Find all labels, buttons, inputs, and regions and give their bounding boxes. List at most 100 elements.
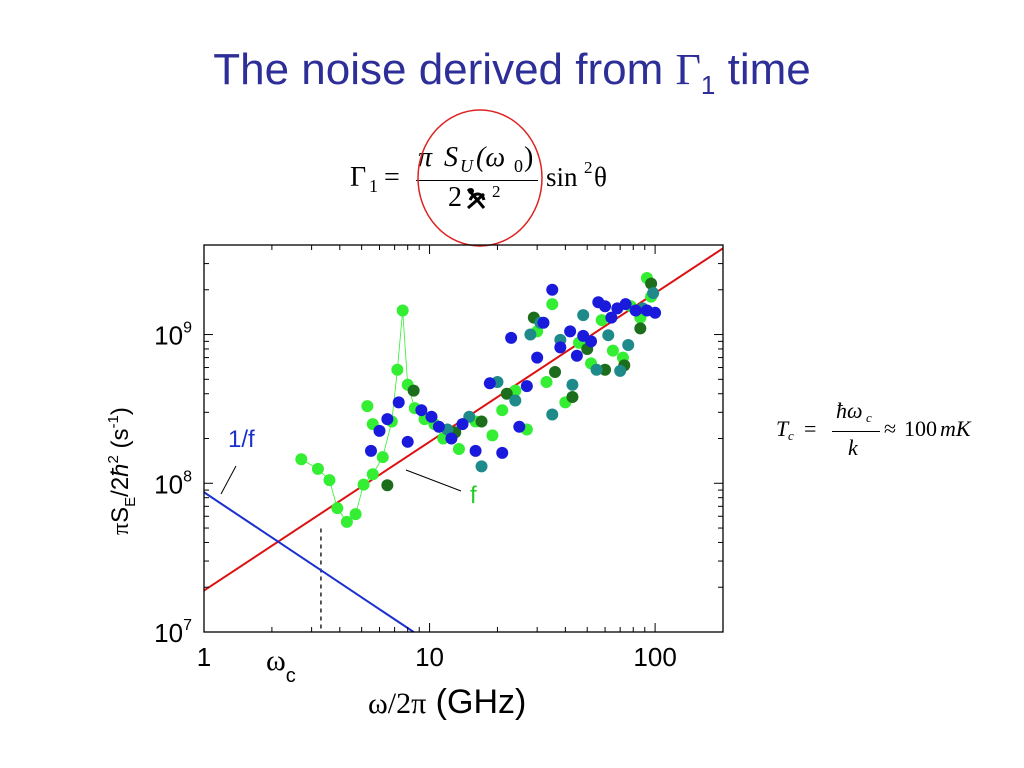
point-blue (585, 335, 598, 348)
tc-value: 100 (904, 416, 937, 441)
x-axis-unit: (GHz) (426, 683, 526, 721)
point-light_green (295, 453, 308, 466)
point-teal (566, 378, 579, 391)
point-blue (496, 446, 509, 459)
omega-c-sub: c (286, 665, 296, 687)
point-dark_green (549, 365, 562, 378)
point-blue (469, 444, 482, 457)
y-axis-unit-exp: -1 (105, 415, 122, 428)
y-tick-label: 108 (154, 468, 192, 499)
point-teal (622, 339, 635, 352)
point-blue (520, 380, 533, 393)
point-blue (649, 306, 662, 319)
point-teal (475, 460, 488, 473)
formula-num-arg: (ω (476, 142, 506, 173)
formula-equals: = (384, 162, 400, 193)
point-light_green (366, 468, 379, 481)
x-axis-label: ω/2π (GHz) (368, 683, 526, 721)
one-over-f-label: 1/f (228, 426, 255, 453)
formula-trail-exp: 2 (584, 158, 593, 177)
point-teal (602, 329, 615, 342)
point-teal (647, 287, 660, 300)
point-light_green (546, 298, 559, 311)
x-tick-label: 10 (415, 642, 444, 672)
point-blue (505, 331, 518, 344)
formula-den-2: 2 (448, 182, 462, 213)
formula-lhs: Γ (350, 162, 367, 193)
point-teal (509, 394, 522, 407)
y-tick-base: 10 (154, 321, 183, 351)
formula-trail: sin (546, 162, 578, 192)
y-axis-close: ) (107, 407, 134, 415)
tc-unit: mK (940, 416, 971, 441)
point-teal (590, 363, 603, 376)
point-light_green (340, 515, 353, 528)
x-tick-label: 1 (197, 642, 211, 672)
formula-num-arg-sub: 0 (514, 156, 523, 176)
formula-num-s: S (444, 142, 458, 173)
point-blue (605, 311, 618, 324)
point-light_green (606, 344, 619, 357)
one-over-f-line (204, 491, 415, 632)
formula-num-pi: π (418, 142, 433, 173)
formula-highlight-circle (417, 109, 543, 247)
y-tick-exp: 7 (183, 617, 192, 634)
tc-equals: = (804, 416, 817, 441)
formula-trail-theta: θ (594, 162, 607, 192)
point-light_green (540, 375, 553, 388)
point-blue (381, 413, 394, 426)
tc-approx: ≈ (884, 416, 897, 441)
point-blue (445, 432, 458, 445)
point-blue (554, 341, 567, 354)
formula-lhs-sub: 1 (369, 176, 378, 196)
point-blue (513, 420, 526, 433)
title-gamma: Γ (675, 45, 701, 94)
point-teal (524, 328, 537, 341)
y-tick-label: 107 (154, 617, 192, 648)
tc-num-sub: c (866, 410, 872, 425)
formula-den-exp: 2 (492, 182, 501, 201)
formula-num-close: ) (524, 142, 534, 173)
y-axis-hbar: ħ (107, 463, 134, 476)
point-dark_green (645, 277, 658, 290)
y-tick-base: 10 (154, 469, 183, 499)
point-blue (564, 325, 577, 338)
gamma1-formula: Γ 1 = π S U (ω 0 ) 2 2 sin 2 θ (340, 130, 640, 220)
point-blue (373, 424, 386, 437)
point-light_green (595, 314, 608, 327)
point-light_green (349, 508, 362, 521)
fit-line-pointer (405, 469, 462, 492)
y-tick-exp: 9 (183, 320, 192, 337)
point-light_green (361, 400, 374, 413)
point-light_green (311, 462, 324, 475)
point-light_green (331, 502, 344, 515)
point-blue (456, 418, 469, 431)
point-dark_green (634, 322, 647, 335)
point-blue (415, 404, 428, 417)
formula-fraction-bar (416, 180, 538, 181)
x-tick-label: 100 (633, 642, 676, 672)
tc-den: k (848, 435, 858, 460)
point-blue (629, 304, 642, 317)
y-axis-unit: (s (107, 428, 134, 455)
title-gamma-subscript: 1 (700, 69, 716, 100)
y-axis-sup: 2 (105, 455, 122, 463)
point-blue (401, 435, 414, 448)
point-dark_green (500, 387, 513, 400)
tc-fraction-bar (832, 431, 880, 432)
point-light_green (452, 442, 465, 455)
y-axis-sub: E (122, 497, 139, 507)
point-blue (364, 444, 377, 457)
point-light_green (486, 429, 499, 442)
y-tick-exp: 8 (183, 468, 192, 485)
point-blue (432, 420, 445, 433)
point-blue (619, 298, 632, 311)
point-dark_green (599, 363, 612, 376)
point-light_green (391, 363, 404, 376)
fit-line-label: f (470, 482, 477, 509)
tc-lhs-sub: c (788, 428, 794, 443)
point-blue (599, 300, 612, 313)
omega-c-label: ωc (266, 644, 296, 687)
point-blue (570, 349, 583, 362)
